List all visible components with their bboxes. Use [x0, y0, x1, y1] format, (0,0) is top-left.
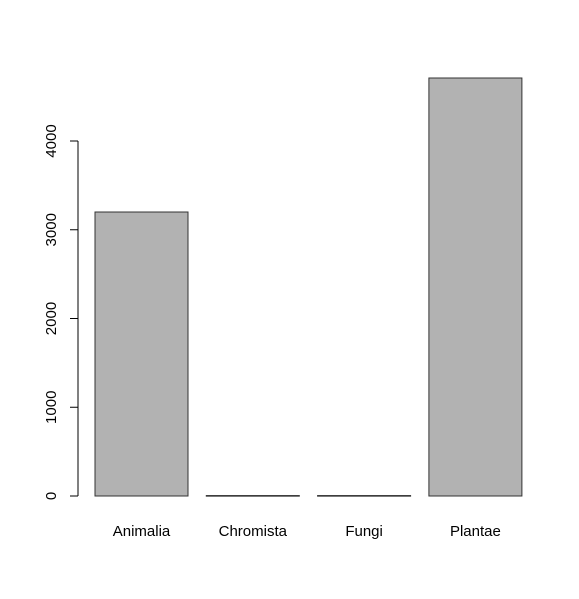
- y-tick-label: 0: [43, 492, 60, 500]
- y-tick-label: 4000: [43, 124, 60, 157]
- category-labels: Animalia Chromista Fungi Plantae: [113, 523, 501, 540]
- y-axis: 0 1000 2000 3000 4000: [43, 124, 79, 500]
- category-label-plantae: Plantae: [450, 523, 501, 540]
- bar-fungi: [317, 495, 412, 497]
- bar-plantae: [428, 77, 523, 497]
- bar-animalia: [94, 211, 189, 497]
- category-label-fungi: Fungi: [345, 523, 383, 540]
- bar-chromista: [205, 495, 300, 497]
- category-label-animalia: Animalia: [113, 523, 171, 540]
- y-tick-label: 2000: [43, 302, 60, 335]
- bars: [94, 77, 523, 497]
- category-label-chromista: Chromista: [219, 523, 288, 540]
- y-tick-label: 3000: [43, 213, 60, 246]
- y-tick-label: 1000: [43, 391, 60, 424]
